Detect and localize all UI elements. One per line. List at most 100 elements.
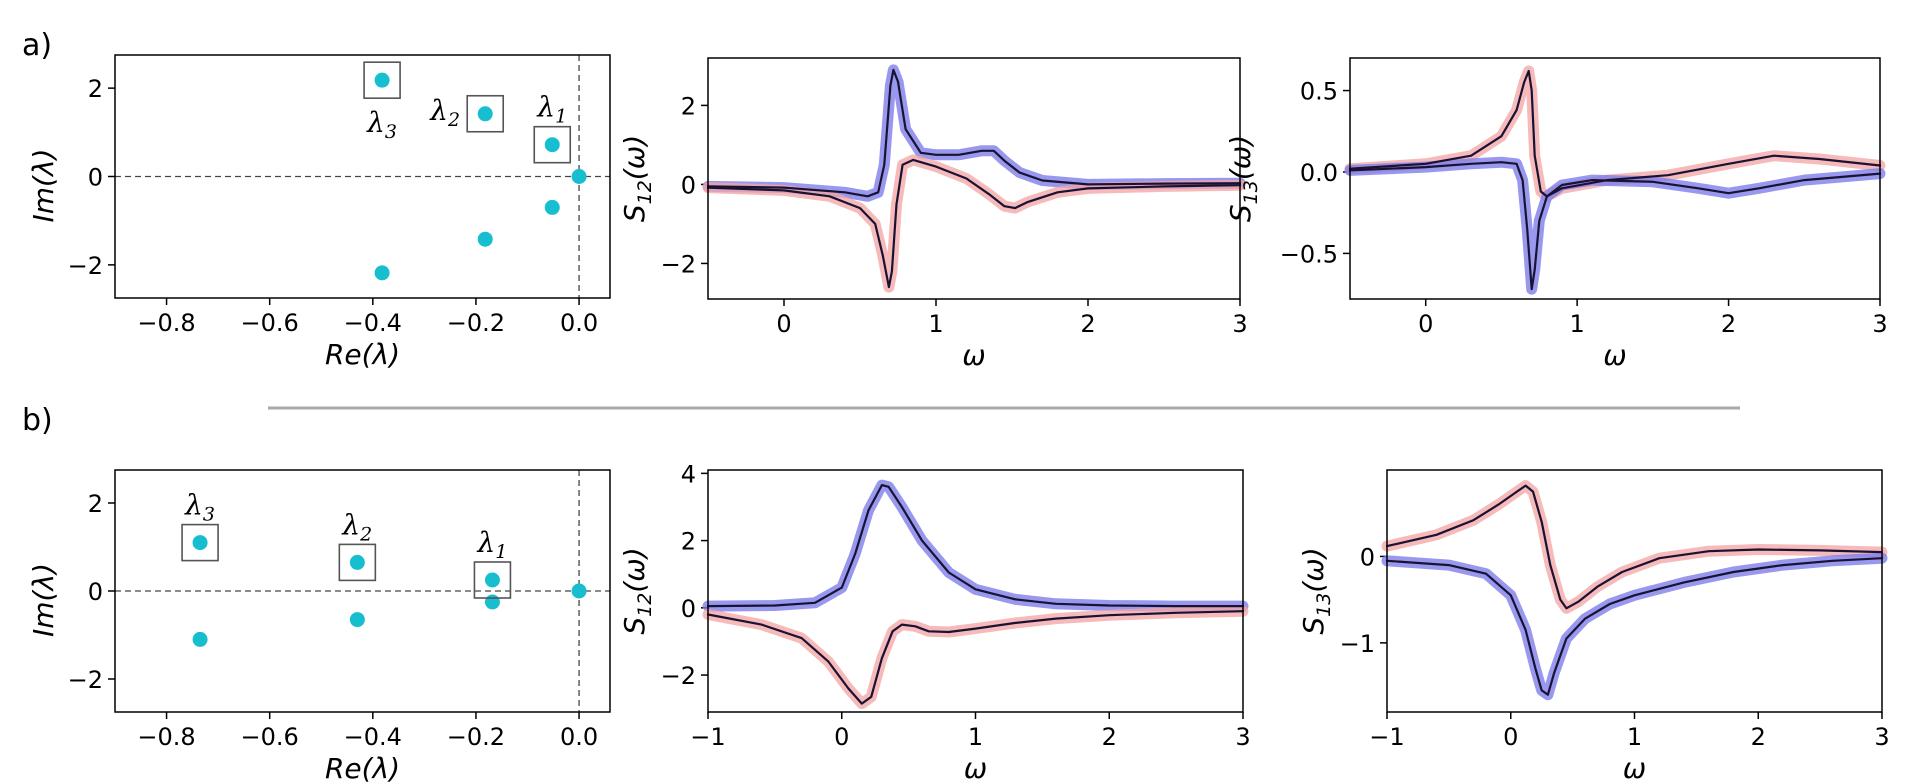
eigenvalue-label-λ3: λ3 xyxy=(366,106,397,143)
y-tick-label: −2 xyxy=(661,250,696,278)
s13-plot-b: −1 0 1 2 3 −1 0 ω S13(ω) xyxy=(1297,469,1890,782)
y-tick-label: 0 xyxy=(88,578,103,606)
y-tick-label: 0.5 xyxy=(1300,78,1338,106)
eigenvalue-label-λ1: λ1 xyxy=(477,526,508,563)
x-tick-label: 3 xyxy=(1872,310,1887,338)
eigenvalue-point xyxy=(484,594,500,610)
x-tick-label: 0 xyxy=(776,310,791,338)
x-tick-label: 2 xyxy=(1751,723,1766,751)
data-band-1 xyxy=(702,605,1249,710)
y-tick-label: −1 xyxy=(1340,630,1375,658)
x-axis-label: ω xyxy=(1603,339,1626,372)
plot-frame xyxy=(707,469,1244,713)
x-tick-label: 1 xyxy=(968,723,983,751)
y-tick-label: 0.0 xyxy=(1300,159,1338,187)
x-tick-label: 1 xyxy=(928,310,943,338)
y-tick-label: −0.5 xyxy=(1280,240,1338,268)
eigenvalue-point xyxy=(349,554,365,570)
s12-plot-b: −1 0 1 2 3 −2 0 2 4 ω S12(ω) xyxy=(618,460,1251,782)
eigenvalue-box-λ3 xyxy=(181,523,219,562)
eigenvalue-plot-b: −0.8 −0.6 −0.4 −0.2 0.0 −2 0 2 λ1 λ2 λ3 Re(λ) Im(λ) xyxy=(27,469,611,782)
fit-line-2 xyxy=(1348,69,1882,198)
s12-plot-a: 0 1 2 3 −2 0 2 ω S12(ω) xyxy=(618,57,1248,372)
eigenvalue-point xyxy=(192,631,208,647)
y-tick-label: 0 xyxy=(88,164,103,192)
eigenvalue-point xyxy=(544,199,560,215)
x-tick-label: 3 xyxy=(1874,723,1889,751)
x-tick-label: −0.4 xyxy=(344,723,402,751)
fit-line-3 xyxy=(706,158,1242,289)
fit-line-2 xyxy=(706,484,1245,608)
x-axis-label: Re(λ) xyxy=(325,338,400,371)
eigenvalue-point xyxy=(477,106,493,122)
eigenvalue-point xyxy=(374,265,390,281)
data-band-1 xyxy=(1381,552,1888,701)
x-tick-label: 0.0 xyxy=(560,309,598,337)
x-axis-label: ω xyxy=(962,339,985,372)
x-tick-label: −1 xyxy=(1369,723,1404,751)
x-tick-label: 0.0 xyxy=(560,723,598,751)
fit-line-3 xyxy=(1385,557,1884,696)
panel-label-b: b) xyxy=(22,403,53,438)
eigenvalue-plot-a: −0.8 −0.6 −0.4 −0.2 0.0 −2 0 2 λ1 λ2 λ3 Re(λ) Im(λ) xyxy=(27,54,611,371)
eigenvalue-point xyxy=(374,72,390,88)
x-tick-label: 2 xyxy=(1721,310,1736,338)
x-tick-label: 0 xyxy=(1418,310,1433,338)
eigenvalue-point xyxy=(571,583,587,599)
x-axis-label: Re(λ) xyxy=(325,752,400,782)
eigenvalue-point xyxy=(192,535,208,551)
x-tick-label: −0.4 xyxy=(344,309,402,337)
y-axis-label: S13(ω) xyxy=(1297,547,1335,634)
data-band-0 xyxy=(702,479,1249,612)
x-tick-label: −1 xyxy=(690,723,725,751)
y-tick-label: 0 xyxy=(1360,543,1375,571)
y-axis-label: Im(λ) xyxy=(27,563,60,637)
y-axis-label: S12(ω) xyxy=(618,547,656,634)
eigenvalue-point xyxy=(571,169,587,184)
x-tick-label: −0.6 xyxy=(241,723,299,751)
eigenvalue-point xyxy=(484,572,500,588)
fit-line-3 xyxy=(1348,161,1882,291)
fit-line-2 xyxy=(706,68,1242,198)
plot-frame xyxy=(1349,57,1881,300)
y-tick-label: 2 xyxy=(88,490,103,518)
x-axis-label: ω xyxy=(964,752,987,782)
y-tick-label: 4 xyxy=(681,460,696,488)
x-tick-label: −0.8 xyxy=(137,309,195,337)
eigenvalue-label-λ2: λ2 xyxy=(429,94,460,131)
x-tick-label: 0 xyxy=(834,723,849,751)
plot-frame xyxy=(114,469,611,713)
plot-frame xyxy=(114,54,611,299)
fit-line-2 xyxy=(1385,484,1884,610)
eigenvalue-point xyxy=(477,231,493,247)
y-tick-label: 2 xyxy=(681,528,696,556)
y-tick-label: 2 xyxy=(88,75,103,103)
eigenvalue-label-λ2: λ2 xyxy=(341,508,372,545)
eigenvalue-box-λ3 xyxy=(363,61,401,99)
y-tick-label: −2 xyxy=(661,662,696,690)
fit-line-3 xyxy=(706,610,1245,705)
x-tick-label: −0.2 xyxy=(447,723,505,751)
eigenvalue-label-λ3: λ3 xyxy=(184,489,215,526)
y-axis-label: S12(ω) xyxy=(618,135,656,222)
s13-plot-a: 0 1 2 3 −0.5 0.0 0.5 ω S13(ω) xyxy=(1224,57,1888,372)
y-axis-label: S13(ω) xyxy=(1224,135,1262,222)
eigenvalue-box-λ1 xyxy=(473,561,512,599)
panel-label-a: a) xyxy=(22,28,52,63)
plot-frame xyxy=(707,57,1241,300)
eigenvalue-box-λ1 xyxy=(533,125,572,164)
x-tick-label: 2 xyxy=(1102,723,1117,751)
eigenvalue-point xyxy=(349,612,365,628)
x-tick-label: 1 xyxy=(1627,723,1642,751)
x-tick-label: 3 xyxy=(1235,723,1250,751)
y-tick-label: −2 xyxy=(68,252,103,280)
plot-frame xyxy=(1386,469,1883,713)
y-tick-label: 0 xyxy=(681,171,696,199)
x-tick-label: 3 xyxy=(1232,310,1247,338)
x-axis-label: ω xyxy=(1623,752,1646,782)
x-tick-label: −0.8 xyxy=(137,723,195,751)
y-tick-label: 0 xyxy=(681,595,696,623)
x-tick-label: 0 xyxy=(1503,723,1518,751)
x-tick-label: 2 xyxy=(1080,310,1095,338)
